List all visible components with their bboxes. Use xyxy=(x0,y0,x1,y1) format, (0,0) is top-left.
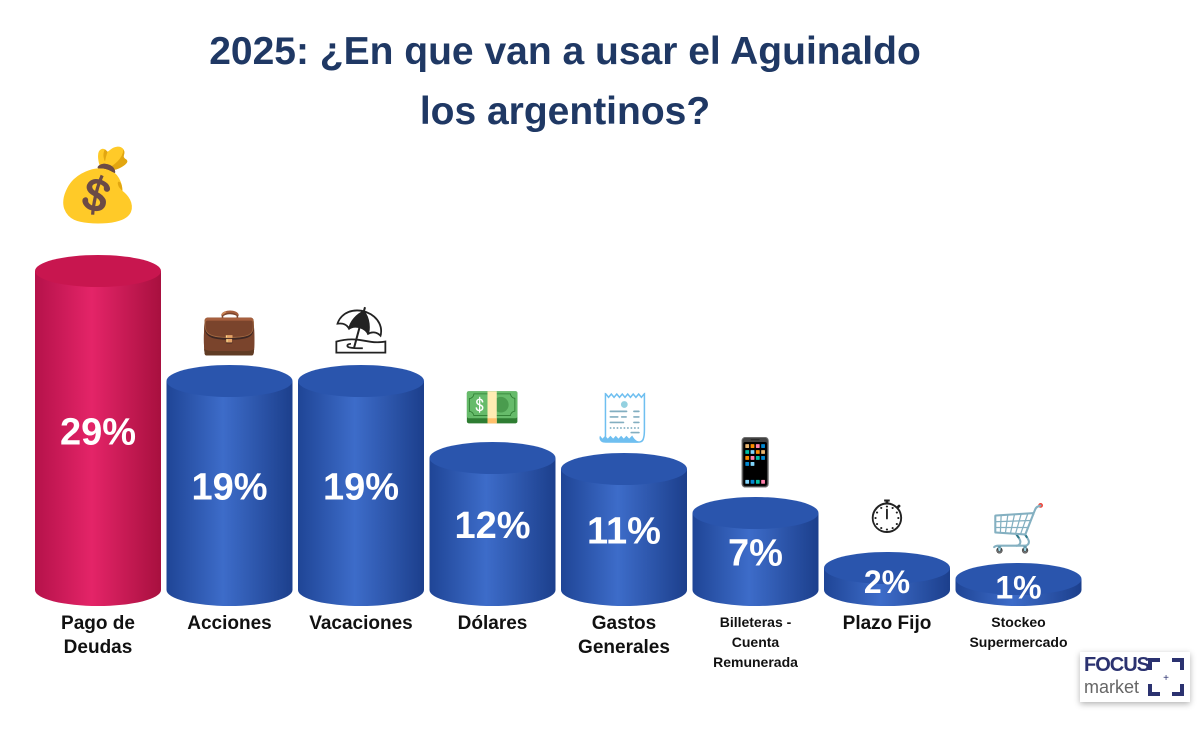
category-label-line: Cuenta xyxy=(731,634,780,650)
data-label: 19% xyxy=(323,467,399,509)
bar-top xyxy=(692,497,819,529)
data-label: 2% xyxy=(864,564,910,600)
category-label-line: Plazo Fijo xyxy=(842,613,932,634)
bar-body xyxy=(561,469,687,606)
bar-top xyxy=(824,552,950,584)
bar-cylinder: 7% xyxy=(692,497,819,606)
chart-title: 2025: ¿En que van a usar el Aguinaldo lo… xyxy=(80,22,1050,142)
focus-market-logo: FOCUS market + xyxy=(1080,652,1190,702)
bar-body xyxy=(692,513,819,606)
logo-text-focus: FOCUS xyxy=(1084,654,1150,676)
category-label-line: Vacaciones xyxy=(309,613,413,634)
shopping-cart-icon: 🛒 xyxy=(989,502,1048,554)
bar-cylinder: 19% xyxy=(298,365,424,606)
category-label: Vacaciones xyxy=(291,612,431,636)
bar-body xyxy=(298,381,424,606)
svg-text:+: + xyxy=(1163,673,1169,684)
bar-top xyxy=(298,365,424,397)
bar-cylinder: 1% xyxy=(955,563,1082,606)
category-label-line: Billeteras - xyxy=(719,614,792,630)
bar-cylinder: 29% xyxy=(35,255,161,606)
category-label: Plazo Fijo xyxy=(817,612,957,636)
bar-cylinder: 2% xyxy=(824,552,950,606)
bar-cylinder: 19% xyxy=(166,365,293,606)
category-label: Billeteras - Cuenta Remunerada xyxy=(686,612,826,672)
pos-terminal-icon: 🧾 xyxy=(595,392,653,444)
title-line-1: 2025: ¿En que van a usar el Aguinaldo xyxy=(209,30,921,73)
hand-money-bag-icon: 💰 xyxy=(54,146,142,224)
logo-text-market: market xyxy=(1084,677,1140,697)
category-label-line: Deudas xyxy=(63,637,133,658)
bar-top xyxy=(561,453,687,485)
bar-body xyxy=(35,271,161,606)
category-label: Pago de Deudas xyxy=(28,612,168,660)
category-label: Acciones xyxy=(160,612,300,636)
category-label: Dólares xyxy=(423,612,563,636)
phone-wallet-icon: 📱 xyxy=(726,436,785,488)
bar-cylinder: 11% xyxy=(561,453,687,606)
category-label-line: Remunerada xyxy=(713,654,798,670)
bar-body xyxy=(166,381,293,606)
data-label: 7% xyxy=(728,533,783,575)
bar-body xyxy=(429,458,556,606)
investment-bag-icon: 💼 xyxy=(200,304,259,356)
data-label: 1% xyxy=(995,570,1041,606)
category-label-line: Dólares xyxy=(457,613,528,634)
beach-umbrella-icon: ⛱ xyxy=(331,304,391,356)
category-label-line: Gastos xyxy=(591,613,657,634)
data-label: 11% xyxy=(587,511,661,553)
logo-frame-icon: + xyxy=(1148,658,1184,696)
category-label-line: Supermercado xyxy=(969,634,1068,650)
category-label-line: Generales xyxy=(578,637,670,658)
title-line-2: los argentinos? xyxy=(419,90,711,133)
data-label: 19% xyxy=(191,467,267,509)
bar-cylinder: 12% xyxy=(429,442,556,606)
category-label: Gastos Generales xyxy=(554,612,694,660)
data-label: 12% xyxy=(454,505,530,547)
bar-top xyxy=(35,255,161,287)
category-label-line: Pago de xyxy=(61,613,135,634)
category-label-line: Stockeo xyxy=(991,614,1046,630)
bar-top xyxy=(166,365,293,397)
cash-hand-icon: 💵 xyxy=(463,381,522,433)
data-label: 29% xyxy=(60,412,136,454)
bar-top xyxy=(429,442,556,474)
stopwatch-dollar-icon: ⏱ xyxy=(869,491,905,543)
category-label: Stockeo Supermercado xyxy=(949,612,1089,652)
category-label-line: Acciones xyxy=(187,613,272,634)
bar-top xyxy=(955,563,1082,595)
